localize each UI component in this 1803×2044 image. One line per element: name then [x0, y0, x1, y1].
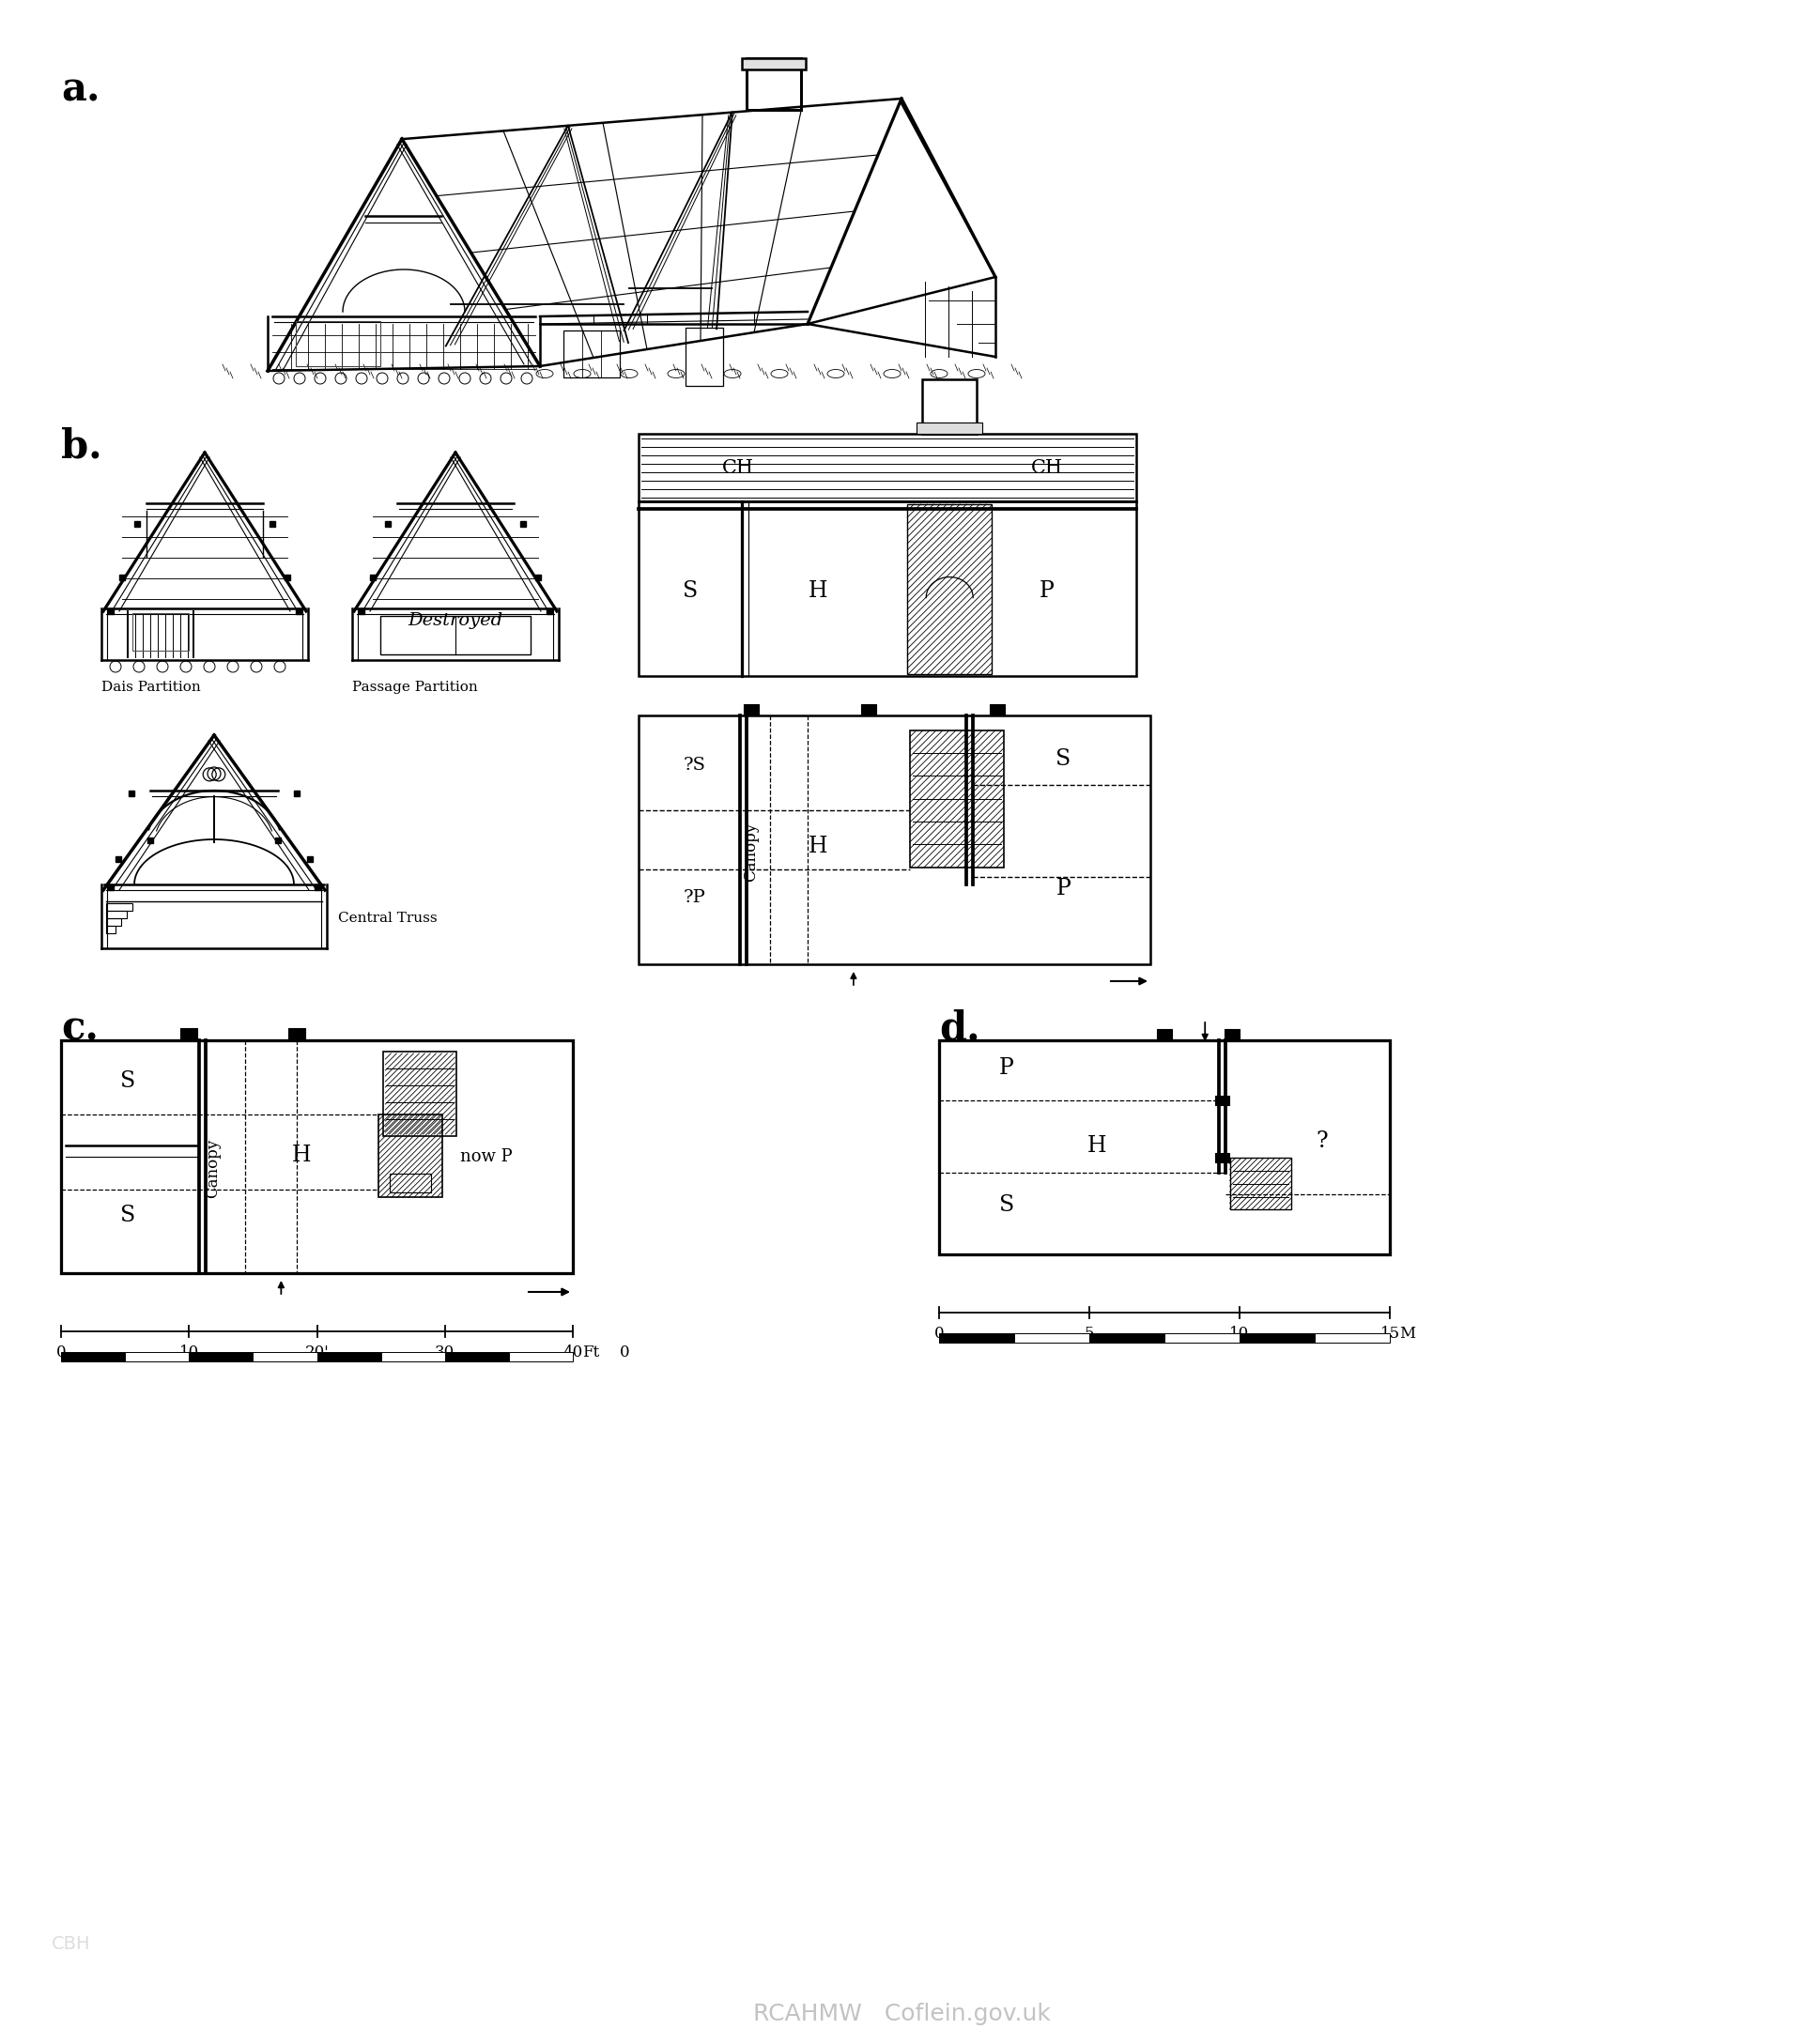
Bar [862, 705, 876, 715]
Text: 40: 40 [563, 1345, 582, 1361]
Bar [252, 1351, 317, 1361]
Bar [563, 331, 620, 378]
Bar [1314, 1333, 1390, 1343]
Bar [508, 1351, 573, 1361]
Bar [1224, 1028, 1240, 1040]
Bar [384, 1051, 456, 1136]
Text: S: S [1057, 748, 1071, 771]
Bar [990, 705, 1004, 715]
Text: 0: 0 [620, 1345, 629, 1361]
Bar [180, 1028, 198, 1040]
Bar [1215, 1153, 1230, 1163]
Text: c.: c. [61, 1010, 99, 1049]
Text: H: H [808, 836, 828, 856]
Text: S: S [121, 1206, 135, 1226]
Text: b.: b. [61, 427, 103, 466]
Bar [916, 423, 983, 433]
Text: ?P: ?P [683, 889, 707, 905]
Bar [132, 613, 189, 650]
Text: H: H [1087, 1134, 1107, 1157]
Bar [741, 57, 806, 69]
Text: M: M [1399, 1327, 1415, 1341]
Text: P: P [1039, 580, 1055, 603]
Text: P: P [1057, 877, 1071, 899]
Bar [1230, 1159, 1291, 1210]
Text: H: H [292, 1145, 312, 1165]
Bar [106, 926, 115, 934]
Text: 30: 30 [435, 1345, 454, 1361]
Text: CBH: CBH [52, 1934, 90, 1952]
Text: 20': 20' [305, 1345, 328, 1361]
Text: 10: 10 [1230, 1327, 1249, 1341]
Text: d.: d. [939, 1010, 981, 1049]
Text: S: S [683, 580, 698, 603]
Bar [445, 1351, 508, 1361]
Text: a.: a. [61, 69, 99, 110]
Bar [1165, 1333, 1240, 1343]
Bar [1089, 1333, 1165, 1343]
Text: P: P [999, 1057, 1013, 1079]
Bar [1215, 1096, 1230, 1106]
Text: Ft: Ft [582, 1345, 599, 1361]
Bar [317, 1351, 380, 1361]
Bar [61, 1040, 573, 1273]
Bar [296, 321, 380, 366]
Text: Dais Partition: Dais Partition [101, 681, 200, 693]
Text: H: H [808, 580, 828, 603]
Text: ?S: ?S [683, 756, 707, 775]
Text: 15: 15 [1379, 1327, 1399, 1341]
Text: Canopy: Canopy [743, 822, 759, 881]
Bar [379, 1114, 442, 1198]
Text: CH: CH [1031, 458, 1062, 476]
Bar [124, 1351, 189, 1361]
Bar [743, 705, 759, 715]
Text: Passage Partition: Passage Partition [352, 681, 478, 693]
Text: 5: 5 [1084, 1327, 1094, 1341]
Text: 10: 10 [178, 1345, 198, 1361]
Bar [746, 57, 801, 110]
Bar [939, 1040, 1390, 1255]
Bar [189, 1351, 252, 1361]
Text: CH: CH [723, 458, 754, 476]
Bar [380, 615, 530, 654]
Bar [939, 1333, 1013, 1343]
Text: Central Truss: Central Truss [339, 912, 438, 924]
Bar [288, 1028, 305, 1040]
Bar [638, 715, 1150, 965]
Text: Canopy: Canopy [204, 1139, 220, 1198]
Text: S: S [999, 1194, 1015, 1216]
Bar [61, 1351, 124, 1361]
Bar [380, 1351, 445, 1361]
Text: Destroyed: Destroyed [407, 611, 503, 630]
Bar [1240, 1333, 1314, 1343]
Text: 0: 0 [934, 1327, 945, 1341]
Bar [685, 327, 723, 386]
Bar [106, 918, 121, 926]
Bar [1158, 1028, 1172, 1040]
Text: now P: now P [460, 1149, 512, 1165]
Bar [911, 730, 1004, 867]
Bar [106, 912, 126, 918]
Bar [1013, 1333, 1089, 1343]
Bar [638, 433, 1136, 677]
Text: RCAHMW   Coflein.gov.uk: RCAHMW Coflein.gov.uk [752, 2003, 1051, 2026]
Bar [389, 1173, 431, 1194]
Text: S: S [121, 1069, 135, 1091]
Text: ?: ? [1316, 1130, 1329, 1153]
Bar [923, 380, 977, 433]
Bar [106, 903, 132, 912]
Text: 0: 0 [56, 1345, 67, 1361]
Bar [907, 505, 992, 675]
